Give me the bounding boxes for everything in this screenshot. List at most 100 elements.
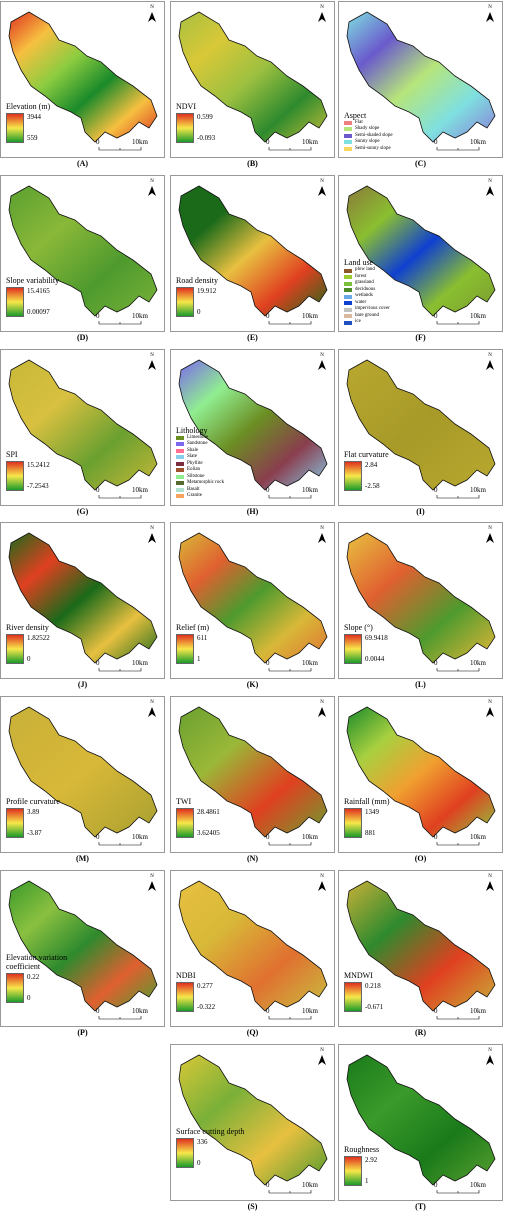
legend-swatch bbox=[176, 474, 184, 479]
legend-entry: Eolian bbox=[176, 467, 224, 474]
north-arrow bbox=[148, 707, 156, 718]
ramp-values: 69.9418 0.0044 bbox=[365, 634, 388, 663]
legend-min: -7.2543 bbox=[27, 481, 49, 490]
map-panel: N 0 10km Road density 19.912 0 (E) bbox=[170, 174, 335, 347]
north-arrow bbox=[148, 881, 156, 891]
map-panel: N 0 10km Lithology Limestone Sandstone Shale Sl… bbox=[170, 348, 335, 521]
legend-label: Sandstone bbox=[187, 441, 208, 447]
legend-ramp: 611 1 bbox=[176, 634, 209, 665]
legend-swatch bbox=[176, 481, 184, 486]
panel-label: (J) bbox=[77, 680, 88, 690]
legend-swatch bbox=[344, 133, 352, 138]
legend-swatch bbox=[176, 448, 184, 453]
north-arrow bbox=[318, 707, 326, 718]
ramp-values: 15.2412 -7.2543 bbox=[27, 461, 50, 490]
scale-start: 0 bbox=[266, 311, 270, 320]
map-frame: N 0 10km Elevation (m) 3944 559 bbox=[0, 1, 165, 158]
legend: Surface cutting depth 336 0 bbox=[176, 1127, 244, 1168]
legend-label: Phyllite bbox=[187, 460, 203, 466]
legend-ramp: 0.599 -0.093 bbox=[176, 113, 215, 143]
legend-label: Basalt bbox=[187, 486, 200, 492]
legend-max: 0.22 bbox=[27, 973, 40, 981]
panel-label: (H) bbox=[246, 506, 259, 516]
scale-end: 10km bbox=[470, 1180, 486, 1189]
legend-entry: Semi-sunny slope bbox=[344, 146, 393, 153]
legend-label: Granite bbox=[187, 493, 202, 499]
legend-min: 0 bbox=[27, 655, 31, 664]
map-panel: N 0 10km Flat curvature 2.84 -2.58 (I) bbox=[338, 348, 503, 521]
map bbox=[8, 185, 158, 325]
color-ramp bbox=[344, 1155, 362, 1186]
legend: Aspect Flat Shady slope Semi-shaded slope Su… bbox=[344, 111, 393, 153]
scale-end: 10km bbox=[470, 485, 486, 494]
scale-labels: 0 10km bbox=[434, 138, 489, 154]
north-arrow bbox=[318, 1054, 326, 1065]
north-label: N bbox=[488, 352, 492, 358]
legend-max: 15.2412 bbox=[27, 460, 50, 469]
legend-min: -0.093 bbox=[197, 134, 216, 142]
panel-label: (T) bbox=[415, 1201, 426, 1211]
legend-ramp: 0.218 -0.671 bbox=[344, 982, 383, 1012]
legend-swatch bbox=[344, 146, 352, 151]
map bbox=[178, 1054, 328, 1194]
scale-start: 0 bbox=[434, 1007, 438, 1015]
legend-entry: bare ground bbox=[344, 313, 390, 320]
legend-min: -2.58 bbox=[365, 481, 380, 490]
north-arrow bbox=[486, 185, 494, 196]
scale-start: 0 bbox=[266, 1007, 270, 1015]
color-ramp bbox=[176, 113, 194, 143]
legend-title: SPI bbox=[6, 449, 18, 459]
map bbox=[178, 532, 328, 672]
scale-labels: 0 10km bbox=[266, 1181, 321, 1197]
panel-label: (I) bbox=[416, 506, 425, 516]
ramp-values: 28.4861 3.62405 bbox=[197, 808, 220, 837]
scale-bar bbox=[268, 1189, 312, 1194]
legend-min: 0 bbox=[197, 1158, 201, 1167]
panel-label: (K) bbox=[246, 680, 259, 690]
scale-bar bbox=[98, 668, 142, 672]
color-ramp bbox=[176, 634, 194, 665]
legend-swatch bbox=[344, 140, 352, 145]
map bbox=[8, 880, 158, 1020]
legend: Flat curvature 2.84 -2.58 bbox=[344, 450, 389, 491]
scale-start: 0 bbox=[96, 833, 100, 842]
scale-end: 10km bbox=[470, 1007, 486, 1015]
scale-bar bbox=[268, 147, 312, 151]
map-frame: N 0 10km TWI 28.4861 3.62405 bbox=[170, 696, 335, 854]
color-ramp bbox=[176, 1137, 194, 1168]
legend-min: 1 bbox=[365, 1176, 369, 1185]
legend-max: 0.599 bbox=[197, 113, 213, 121]
legend-label: Eolian bbox=[187, 467, 201, 473]
legend-label: ice bbox=[355, 319, 361, 325]
scale-start: 0 bbox=[266, 659, 270, 668]
legend-entry: Flat bbox=[344, 120, 393, 127]
north-label: N bbox=[320, 1047, 324, 1053]
legend-label: impervious cover bbox=[355, 306, 390, 312]
color-ramp bbox=[6, 808, 24, 839]
panel-label: (C) bbox=[414, 159, 427, 168]
north-arrow bbox=[486, 707, 494, 718]
legend-ramp: 3.89 -3.87 bbox=[6, 808, 60, 839]
scale-labels: 0 10km bbox=[266, 1007, 321, 1023]
map-frame: N 0 10km Slope variability 15.4165 0.00097 bbox=[0, 174, 165, 332]
scale-labels: 0 10km bbox=[434, 312, 489, 328]
legend-min: 0.00097 bbox=[27, 307, 50, 316]
scale-labels: 0 10km bbox=[434, 833, 489, 849]
legend-max: 0.218 bbox=[365, 982, 381, 990]
north-label: N bbox=[488, 5, 492, 10]
map bbox=[346, 706, 496, 846]
ramp-values: 3944 559 bbox=[27, 113, 41, 142]
study-area bbox=[178, 532, 328, 664]
map bbox=[346, 359, 496, 498]
legend-max: 2.92 bbox=[365, 1155, 378, 1164]
north-label: N bbox=[150, 700, 154, 706]
scale-bar bbox=[268, 668, 312, 672]
study-area bbox=[8, 706, 158, 838]
map bbox=[346, 880, 496, 1020]
map-frame: N 0 10km MNDWI 0.218 -0.671 bbox=[338, 870, 503, 1027]
scale-start: 0 bbox=[266, 485, 270, 494]
legend: Profile curvature 3.89 -3.87 bbox=[6, 797, 60, 839]
legend-entry: Sandstone bbox=[176, 441, 224, 448]
ramp-values: 0.218 -0.671 bbox=[365, 982, 383, 1011]
